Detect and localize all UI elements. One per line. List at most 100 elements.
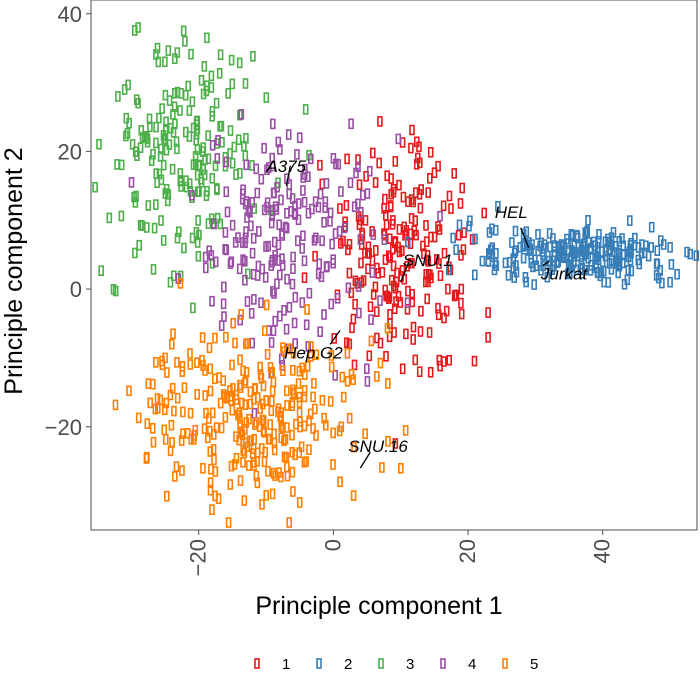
data-point <box>201 423 208 434</box>
data-point <box>571 240 578 252</box>
data-point <box>336 225 343 237</box>
data-point <box>182 35 188 47</box>
data-point <box>330 153 337 164</box>
data-point <box>279 230 286 241</box>
data-point <box>209 140 216 151</box>
data-point <box>242 274 248 286</box>
data-point <box>203 407 209 419</box>
data-point <box>238 109 245 120</box>
data-point <box>387 200 394 211</box>
data-point <box>377 357 384 369</box>
data-point <box>385 435 391 447</box>
data-point <box>242 78 249 89</box>
data-point <box>235 409 241 421</box>
data-point <box>135 22 141 33</box>
data-point <box>277 144 283 155</box>
data-point <box>153 199 159 210</box>
data-point <box>178 175 184 186</box>
data-point <box>254 187 261 199</box>
data-point <box>301 272 308 284</box>
data-point <box>290 387 297 399</box>
data-point <box>171 405 177 417</box>
data-point <box>179 465 185 476</box>
data-point <box>269 254 276 266</box>
data-point <box>648 221 655 233</box>
data-point <box>177 105 183 116</box>
data-point <box>237 382 244 394</box>
data-point <box>317 188 324 200</box>
data-point <box>258 173 265 185</box>
data-point <box>200 360 206 371</box>
data-point <box>221 311 227 322</box>
data-point <box>596 229 602 240</box>
data-point <box>293 418 299 430</box>
data-point <box>324 260 330 272</box>
data-point <box>628 265 635 277</box>
data-point <box>150 436 157 448</box>
data-point <box>423 220 429 231</box>
data-point <box>290 486 296 497</box>
data-point <box>240 254 246 265</box>
data-point <box>253 163 260 175</box>
data-point <box>112 285 119 297</box>
data-point <box>357 234 364 245</box>
data-point <box>425 187 432 198</box>
data-point <box>584 225 591 237</box>
data-point <box>250 50 256 62</box>
data-point <box>243 226 249 237</box>
data-point <box>147 397 153 409</box>
data-point <box>157 151 164 162</box>
data-point <box>364 376 371 387</box>
data-point <box>286 301 293 313</box>
legend-key <box>502 658 508 669</box>
data-point <box>608 232 615 243</box>
legend-label: 1 <box>282 656 290 673</box>
data-point <box>237 354 243 366</box>
data-point <box>157 394 164 406</box>
data-point <box>163 434 169 445</box>
data-point <box>135 412 142 424</box>
data-point <box>208 250 215 261</box>
data-point <box>296 132 303 143</box>
data-point <box>181 382 188 394</box>
data-point <box>290 251 296 263</box>
data-point <box>653 269 660 281</box>
data-point <box>208 82 215 93</box>
data-point <box>232 337 238 349</box>
data-point <box>126 385 132 397</box>
data-point <box>412 354 419 366</box>
data-point <box>282 221 289 233</box>
data-point <box>381 234 388 245</box>
data-point <box>301 196 308 208</box>
data-point <box>332 369 339 381</box>
data-point <box>231 459 238 470</box>
data-point <box>249 247 256 259</box>
data-point <box>597 270 604 282</box>
data-point <box>441 247 448 259</box>
data-point <box>437 270 444 282</box>
data-point <box>278 432 285 444</box>
data-point <box>200 88 207 100</box>
data-point <box>520 252 527 264</box>
data-point <box>177 278 184 289</box>
data-point <box>169 437 175 448</box>
data-point <box>284 273 290 285</box>
data-point <box>216 68 223 79</box>
data-point <box>276 269 283 281</box>
data-point <box>564 268 571 280</box>
data-point <box>357 214 364 226</box>
data-point <box>280 342 286 353</box>
data-point <box>209 407 216 419</box>
data-point <box>376 157 383 169</box>
data-point <box>446 190 453 202</box>
data-point <box>229 158 236 169</box>
data-point <box>402 425 409 436</box>
data-point <box>207 446 214 457</box>
data-point <box>129 139 136 150</box>
data-point <box>211 454 217 466</box>
data-point <box>238 309 244 320</box>
data-point <box>684 246 690 258</box>
data-point <box>281 304 287 316</box>
data-point <box>416 366 423 378</box>
data-point <box>223 392 230 404</box>
